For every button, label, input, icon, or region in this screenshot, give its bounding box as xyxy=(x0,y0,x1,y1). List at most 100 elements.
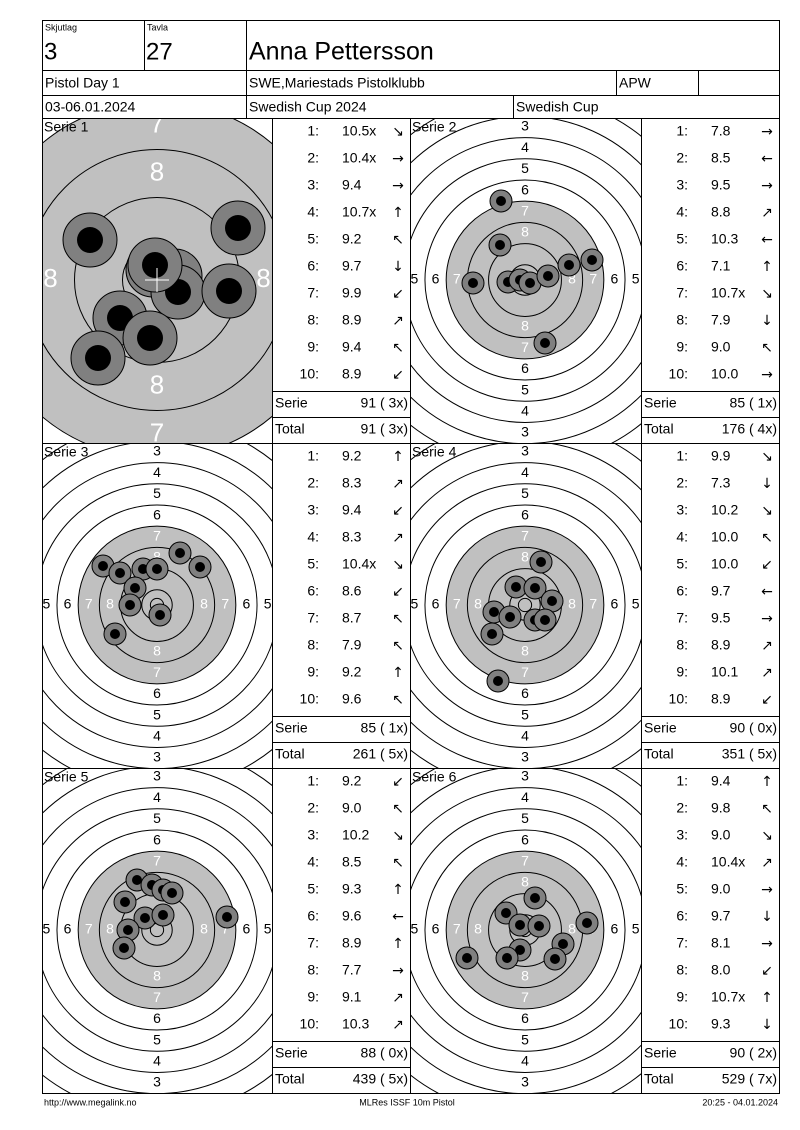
total-value: 529 ( 7x) xyxy=(722,1071,777,1087)
ring-label: 7 xyxy=(85,921,93,937)
total-value: 439 ( 5x) xyxy=(353,1071,408,1087)
shot-direction: ↘ xyxy=(392,557,404,573)
shot-direction: ↖ xyxy=(392,692,404,708)
shot-direction: ↙ xyxy=(761,557,773,573)
ring-label: 5 xyxy=(42,921,50,937)
shot-direction: → xyxy=(761,178,773,194)
ring-label: 3 xyxy=(521,443,529,459)
shot-number: 8: xyxy=(307,312,319,328)
shot-center xyxy=(195,562,205,572)
shot-score: 10.3 xyxy=(342,1016,369,1032)
total-label: Total xyxy=(275,1071,305,1087)
total-label: Total xyxy=(644,421,674,437)
ring-label: 8 xyxy=(200,596,208,612)
shot-center xyxy=(543,271,553,281)
shot-center xyxy=(536,557,546,567)
shot-number: 10: xyxy=(300,366,319,382)
ring-label: 4 xyxy=(153,789,161,805)
ring-label: 8 xyxy=(153,549,161,565)
header: Skjutlag 3 Tavla 27 Anna Pettersson Pist… xyxy=(44,22,652,114)
ring-label: 6 xyxy=(611,921,619,937)
shot-direction: ↗ xyxy=(392,990,404,1006)
shot-direction: ↑ xyxy=(761,990,773,1006)
ring-label: 5 xyxy=(521,485,529,501)
ring-label: 5 xyxy=(521,160,529,176)
shot-center xyxy=(530,893,540,903)
target-ring xyxy=(43,483,273,727)
ring-label: 7 xyxy=(153,852,161,868)
club: SWE,Mariestads Pistolklubb xyxy=(249,75,425,91)
ring-label: 6 xyxy=(153,685,161,701)
shot-number: 3: xyxy=(676,177,688,193)
shot-number: 9: xyxy=(307,989,319,1005)
shot-direction: → xyxy=(761,124,773,140)
target-ring xyxy=(466,546,584,664)
shot-score: 9.2 xyxy=(342,773,362,789)
shot-center xyxy=(125,600,135,610)
shot-direction: ↖ xyxy=(761,801,773,817)
shot-number: 1: xyxy=(307,773,319,789)
shot-center xyxy=(115,568,125,578)
shot-direction: ← xyxy=(761,151,773,167)
ring-label: 7 xyxy=(521,202,529,218)
shot-center xyxy=(502,953,512,963)
serie-value: 90 ( 0x) xyxy=(730,720,777,736)
ring-label: 8 xyxy=(568,271,576,287)
shot-direction: → xyxy=(761,882,773,898)
serie-value: 90 ( 2x) xyxy=(730,1045,777,1061)
series-title: Serie 3 xyxy=(44,444,89,460)
shot-direction: ← xyxy=(761,584,773,600)
squad-label: Skjutlag xyxy=(45,22,77,32)
squad: 3 xyxy=(44,38,57,65)
shot-direction: → xyxy=(761,936,773,952)
shot-number: 8: xyxy=(676,637,688,653)
shot-number: 8: xyxy=(676,962,688,978)
ring-label: 8 xyxy=(43,263,57,293)
target-ring xyxy=(77,850,237,1010)
ring-label: 5 xyxy=(153,485,161,501)
ring-label: 3 xyxy=(153,768,161,784)
ring-label: 3 xyxy=(521,768,529,784)
shot-score: 9.6 xyxy=(342,908,362,924)
shot-center xyxy=(175,548,185,558)
shot-center xyxy=(530,583,540,593)
shot-score: 8.9 xyxy=(711,637,731,653)
shot-score: 10.0 xyxy=(711,366,738,382)
ring-label: 3 xyxy=(521,1074,529,1090)
ring-label: 8 xyxy=(521,224,529,240)
ring-label: 3 xyxy=(368,921,376,937)
shot-score: 8.9 xyxy=(711,691,731,707)
ring-label: 4 xyxy=(285,596,293,612)
shot-score: 9.8 xyxy=(711,800,731,816)
ring-label: 5 xyxy=(521,381,529,397)
ring-label: 3 xyxy=(0,921,8,937)
ring-label: 6 xyxy=(243,921,251,937)
shot-number: 3: xyxy=(676,827,688,843)
shot-number: 10: xyxy=(300,1016,319,1032)
ring-label: 8 xyxy=(256,263,270,293)
ring-label: 7 xyxy=(153,989,161,1005)
shot-direction: ↗ xyxy=(761,665,773,681)
shot-center xyxy=(564,260,574,270)
target-ring xyxy=(98,871,216,989)
shot-center xyxy=(158,910,168,920)
shot-score: 8.9 xyxy=(342,366,362,382)
ring-label: 7 xyxy=(221,596,229,612)
target-ring xyxy=(411,462,641,748)
shot-score: 9.2 xyxy=(342,231,362,247)
shot-center xyxy=(515,945,525,955)
shot-center xyxy=(468,278,478,288)
shot-number: 1: xyxy=(676,448,688,464)
ring-label: 3 xyxy=(153,749,161,765)
total-value: 351 ( 5x) xyxy=(722,746,777,762)
footer-software: MLRes ISSF 10m Pistol xyxy=(359,1097,455,1107)
shot-number: 6: xyxy=(676,258,688,274)
footer-timestamp: 20:25 - 04.01.2024 xyxy=(702,1097,778,1107)
ring-label: 4 xyxy=(153,728,161,744)
ring-label: 3 xyxy=(521,118,529,134)
shot-score: 10.4x xyxy=(342,556,376,572)
ring-label: 6 xyxy=(521,360,529,376)
